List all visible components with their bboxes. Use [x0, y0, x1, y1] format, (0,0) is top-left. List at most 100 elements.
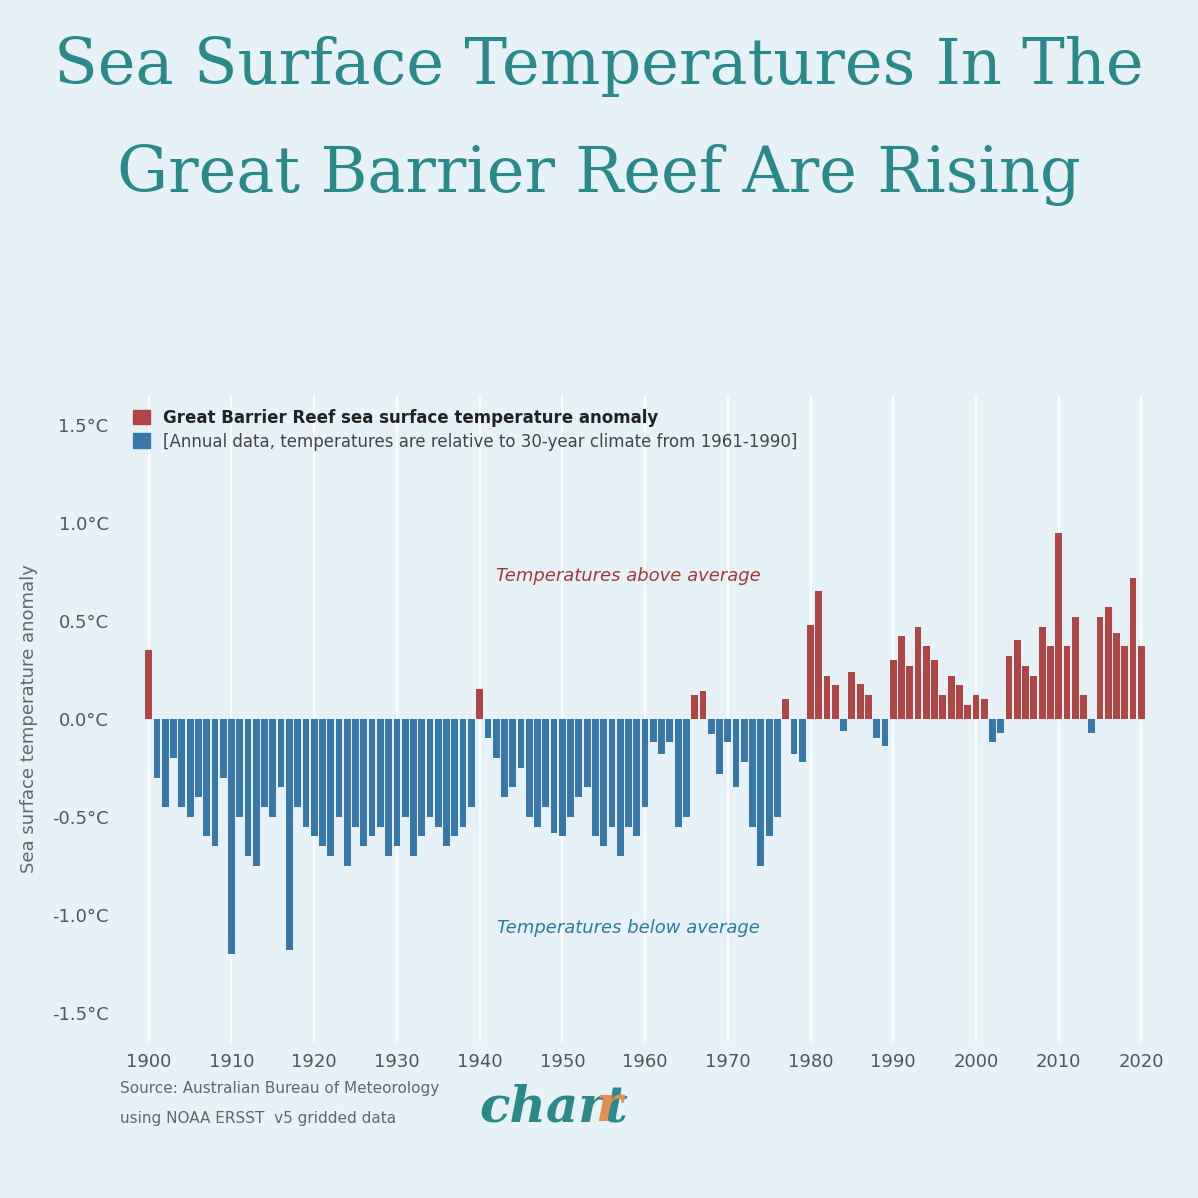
Bar	[543, 719, 549, 807]
Bar	[998, 719, 1004, 732]
Bar	[890, 660, 896, 719]
Bar	[303, 719, 309, 827]
Text: Great Barrier Reef Are Rising: Great Barrier Reef Are Rising	[117, 144, 1081, 206]
Bar	[600, 719, 607, 846]
Bar	[1005, 657, 1012, 719]
Text: Source: Australian Bureau of Meteorology: Source: Australian Bureau of Meteorology	[120, 1081, 438, 1096]
Text: chart: chart	[479, 1083, 628, 1132]
Bar	[534, 719, 541, 827]
Bar	[327, 719, 334, 857]
Bar	[1113, 633, 1120, 719]
Bar	[261, 719, 268, 807]
Bar	[219, 719, 226, 778]
Bar	[1105, 607, 1112, 719]
Bar	[492, 719, 500, 758]
Bar	[592, 719, 599, 836]
Bar	[352, 719, 359, 827]
Bar	[1047, 646, 1054, 719]
Bar	[642, 719, 648, 807]
Bar	[468, 719, 474, 807]
Bar	[766, 719, 773, 836]
Bar	[361, 719, 368, 846]
Bar	[956, 685, 963, 719]
Bar	[1130, 577, 1137, 719]
Bar	[295, 719, 301, 807]
Bar	[683, 719, 690, 817]
Bar	[1030, 676, 1037, 719]
Bar	[990, 719, 996, 743]
Bar	[460, 719, 466, 827]
Bar	[212, 719, 218, 846]
Bar	[948, 676, 955, 719]
Bar	[583, 719, 591, 787]
Bar	[634, 719, 640, 836]
Bar	[319, 719, 326, 846]
Bar	[484, 719, 491, 738]
Text: Temperatures above average: Temperatures above average	[496, 568, 761, 586]
Bar	[253, 719, 260, 866]
Bar	[882, 719, 889, 746]
Bar	[939, 695, 946, 719]
Bar	[625, 719, 631, 827]
Bar	[1072, 617, 1078, 719]
Bar	[187, 719, 194, 817]
Text: Sea Surface Temperatures In The: Sea Surface Temperatures In The	[54, 36, 1144, 97]
Bar	[666, 719, 673, 743]
Bar	[401, 719, 409, 817]
Bar	[270, 719, 277, 817]
Bar	[1039, 627, 1046, 719]
Bar	[824, 676, 830, 719]
Bar	[518, 719, 525, 768]
Bar	[278, 719, 284, 787]
Bar	[575, 719, 582, 797]
Bar	[228, 719, 235, 954]
Bar	[1138, 646, 1145, 719]
Bar	[914, 627, 921, 719]
Bar	[922, 646, 930, 719]
Bar	[700, 691, 707, 719]
Bar	[1022, 666, 1029, 719]
Bar	[344, 719, 351, 866]
Bar	[310, 719, 317, 836]
Bar	[964, 706, 972, 719]
Bar	[335, 719, 343, 817]
Bar	[559, 719, 565, 836]
Bar	[162, 719, 169, 807]
Bar	[898, 636, 904, 719]
Bar	[749, 719, 756, 827]
Bar	[865, 695, 872, 719]
Bar	[931, 660, 938, 719]
Bar	[236, 719, 243, 817]
Bar	[782, 700, 789, 719]
Bar	[195, 719, 201, 797]
Bar	[1081, 695, 1087, 719]
Bar	[791, 719, 798, 754]
Bar	[435, 719, 442, 827]
Bar	[733, 719, 739, 787]
Bar	[840, 719, 847, 731]
Bar	[551, 719, 557, 833]
Bar	[857, 684, 864, 719]
Bar	[386, 719, 392, 857]
Bar	[973, 695, 979, 719]
Bar	[609, 719, 616, 827]
Bar	[526, 719, 533, 817]
Bar	[477, 689, 483, 719]
Bar	[286, 719, 292, 950]
Text: Temperatures below average: Temperatures below average	[497, 919, 760, 937]
Bar	[708, 719, 715, 734]
Bar	[418, 719, 425, 836]
Bar	[658, 719, 665, 754]
Bar	[807, 624, 813, 719]
Bar	[981, 700, 987, 719]
Bar	[153, 719, 161, 778]
Bar	[170, 719, 177, 758]
Legend: Great Barrier Reef sea surface temperature anomaly, [Annual data, temperatures a: Great Barrier Reef sea surface temperatu…	[128, 404, 803, 455]
Bar	[740, 719, 748, 762]
Bar	[1121, 646, 1129, 719]
Bar	[848, 672, 855, 719]
Bar	[501, 719, 508, 797]
Bar	[691, 695, 698, 719]
Bar	[716, 719, 722, 774]
Bar	[617, 719, 624, 857]
